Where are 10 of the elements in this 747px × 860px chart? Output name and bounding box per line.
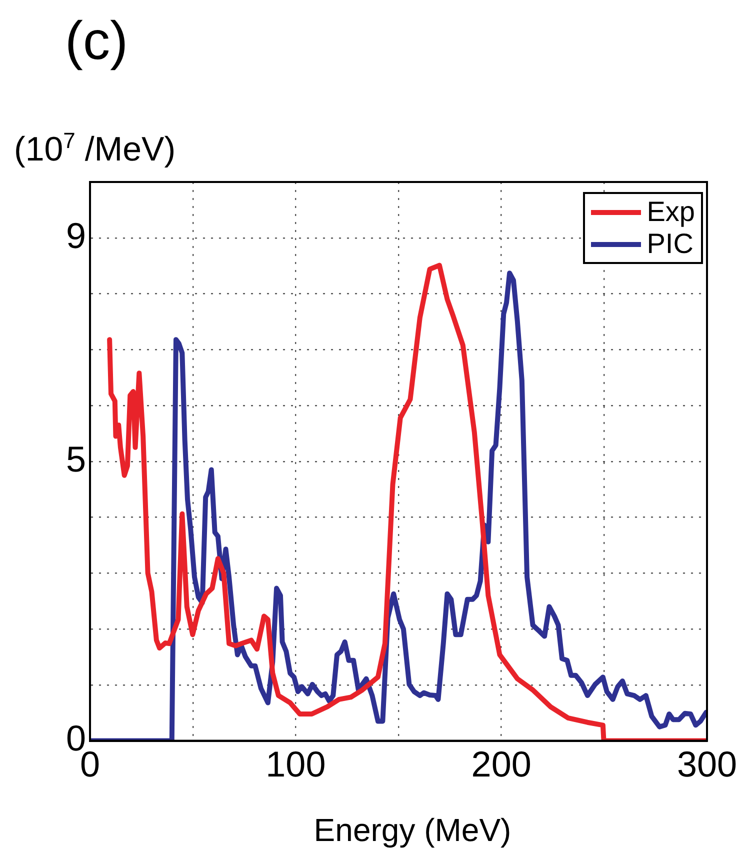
chart-title: (c) [65, 10, 128, 72]
y-axis-title: (10$^{7}$ /MeV) [14, 128, 176, 170]
y-tick-label: 5 [66, 438, 86, 480]
legend-label: Exp [646, 196, 695, 228]
legend-label: PIC [646, 228, 694, 260]
x-axis-title: Energy (MeV) [312, 812, 512, 849]
x-tick-label: 100 [266, 743, 326, 784]
x-tick-label: 200 [471, 743, 532, 784]
y-tick-label: 9 [66, 214, 86, 256]
x-tick-label: 300 [676, 743, 738, 784]
